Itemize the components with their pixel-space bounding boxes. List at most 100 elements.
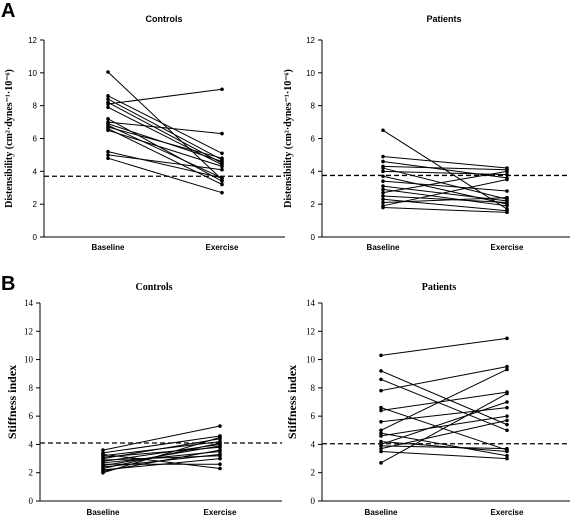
series-line xyxy=(380,407,508,423)
exercise-point xyxy=(220,159,224,164)
baseline-point xyxy=(381,190,385,195)
y-tick-label: 4 xyxy=(311,439,316,449)
series-line xyxy=(380,366,508,392)
series-line xyxy=(380,378,508,431)
x-category-label: Baseline xyxy=(365,508,398,516)
y-axis-label: Distensibility (cm²·dynes⁻¹·10⁻⁶) xyxy=(283,69,294,208)
baseline-point xyxy=(379,388,383,393)
series-line xyxy=(107,98,223,161)
baseline-point xyxy=(379,446,383,451)
exercise-point xyxy=(505,195,509,200)
exercise-point xyxy=(220,151,224,156)
exercise-point xyxy=(220,131,224,136)
y-tick-label: 8 xyxy=(311,102,316,111)
exercise-point xyxy=(218,444,222,448)
series-line xyxy=(102,449,221,472)
y-tick-label: 12 xyxy=(306,326,315,336)
exercise-point xyxy=(505,210,509,215)
charts-layer: Controls Distensibility (cm²·dynes⁻¹·10⁻⁶… xyxy=(4,14,570,516)
baseline-point xyxy=(379,377,383,382)
exercise-point xyxy=(218,448,222,452)
series-line xyxy=(380,445,508,450)
panel-label-a: A xyxy=(1,0,15,22)
y-tick-label: 2 xyxy=(311,468,316,478)
baseline-point xyxy=(379,439,383,444)
y-tick-label: 4 xyxy=(311,167,316,176)
baseline-point xyxy=(379,353,383,358)
baseline-point xyxy=(381,169,385,174)
y-axis-label: Stiffness index xyxy=(5,365,19,439)
baseline-point xyxy=(381,197,385,202)
series-line xyxy=(380,370,508,426)
baseline-point xyxy=(379,405,383,410)
series-line xyxy=(380,441,508,452)
baseline-point xyxy=(381,128,385,133)
chart-2: Controls Stiffness index 0 2 4 6 8 10 12 14 Baseli… xyxy=(5,282,282,516)
series-line xyxy=(380,415,508,437)
exercise-point xyxy=(220,179,224,183)
series-line xyxy=(107,157,223,194)
series-line xyxy=(102,442,221,469)
series-line xyxy=(382,156,508,169)
exercise-point xyxy=(220,167,224,172)
exercise-point xyxy=(218,441,222,445)
exercise-point xyxy=(218,466,222,471)
exercise-point xyxy=(220,190,224,195)
chart-3: Patients Stiffness index 0 2 4 6 8 10 12 14 Baseli… xyxy=(285,282,570,516)
series-line xyxy=(382,198,508,212)
baseline-point xyxy=(101,470,105,475)
y-tick-label: 10 xyxy=(306,69,315,78)
series-line xyxy=(107,95,223,154)
exercise-point xyxy=(505,453,509,458)
baseline-point xyxy=(381,179,385,183)
exercise-point xyxy=(505,418,509,423)
series-line xyxy=(102,453,221,469)
exercise-point xyxy=(505,400,509,404)
series-line xyxy=(382,195,508,204)
series-line xyxy=(380,391,508,411)
exercise-point xyxy=(505,391,509,396)
series-line xyxy=(382,165,508,171)
x-category-label: Exercise xyxy=(206,243,239,252)
baseline-point xyxy=(379,449,383,454)
y-tick-label: 12 xyxy=(24,326,33,336)
exercise-point xyxy=(505,428,509,433)
chart-0: Controls Distensibility (cm²·dynes⁻¹·10⁻⁶… xyxy=(4,14,285,252)
y-axis-label: Stiffness index xyxy=(285,365,299,439)
y-tick-label: 10 xyxy=(28,69,37,78)
chart-title: Controls xyxy=(135,282,172,293)
exercise-point xyxy=(505,204,509,208)
baseline-point xyxy=(106,94,110,98)
series-line xyxy=(382,180,508,192)
exercise-point xyxy=(505,414,509,418)
y-tick-label: 8 xyxy=(311,383,316,393)
y-tick-label: 2 xyxy=(29,468,34,478)
exercise-point xyxy=(505,336,509,341)
exercise-point xyxy=(220,87,224,92)
series-line xyxy=(107,124,223,179)
baseline-point xyxy=(379,434,383,438)
baseline-point xyxy=(379,369,383,373)
series-line xyxy=(380,393,508,464)
series-line xyxy=(380,337,508,356)
baseline-point xyxy=(106,128,110,133)
baseline-point xyxy=(106,70,110,74)
baseline-point xyxy=(379,431,383,435)
exercise-point xyxy=(218,456,222,461)
exercise-point xyxy=(505,405,509,410)
y-tick-label: 6 xyxy=(311,135,316,144)
baseline-point xyxy=(379,461,383,465)
series-line xyxy=(382,167,508,200)
series-line xyxy=(102,435,221,454)
exercise-point xyxy=(218,462,222,467)
baseline-point xyxy=(379,428,383,433)
y-tick-label: 0 xyxy=(33,233,38,242)
y-tick-label: 8 xyxy=(29,383,34,393)
series-line xyxy=(382,206,508,213)
series-line xyxy=(107,121,223,135)
exercise-point xyxy=(220,176,224,180)
baseline-point xyxy=(381,187,385,192)
baseline-point xyxy=(381,200,385,205)
baseline-point xyxy=(379,444,383,448)
y-tick-label: 6 xyxy=(29,411,34,421)
